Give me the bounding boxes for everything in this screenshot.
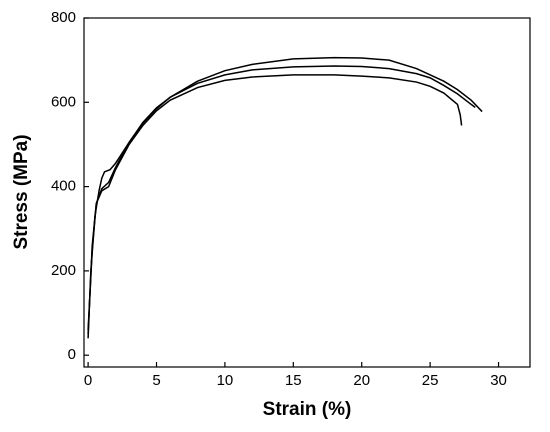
x-tick-label: 5: [152, 372, 160, 389]
x-tick-label: 10: [217, 372, 234, 389]
y-tick-label: 200: [51, 262, 76, 279]
y-tick-label: 600: [51, 93, 76, 110]
stress-strain-curve: [87, 65, 476, 330]
y-tick-label: 800: [51, 9, 76, 26]
x-tick-label: 25: [422, 372, 439, 389]
x-tick-label: 0: [84, 372, 92, 389]
stress-strain-curve: [87, 56, 483, 339]
x-tick-label: 20: [353, 372, 370, 389]
stress-strain-curve: [87, 74, 463, 335]
plot-frame: [83, 17, 531, 368]
y-axis-title: Stress (MPa): [11, 134, 32, 249]
x-axis-title: Strain (%): [263, 399, 352, 420]
x-tick-label: 15: [285, 372, 302, 389]
x-tick-label: 30: [490, 372, 507, 389]
y-tick-label: 0: [68, 346, 76, 363]
y-tick-label: 400: [51, 178, 76, 195]
